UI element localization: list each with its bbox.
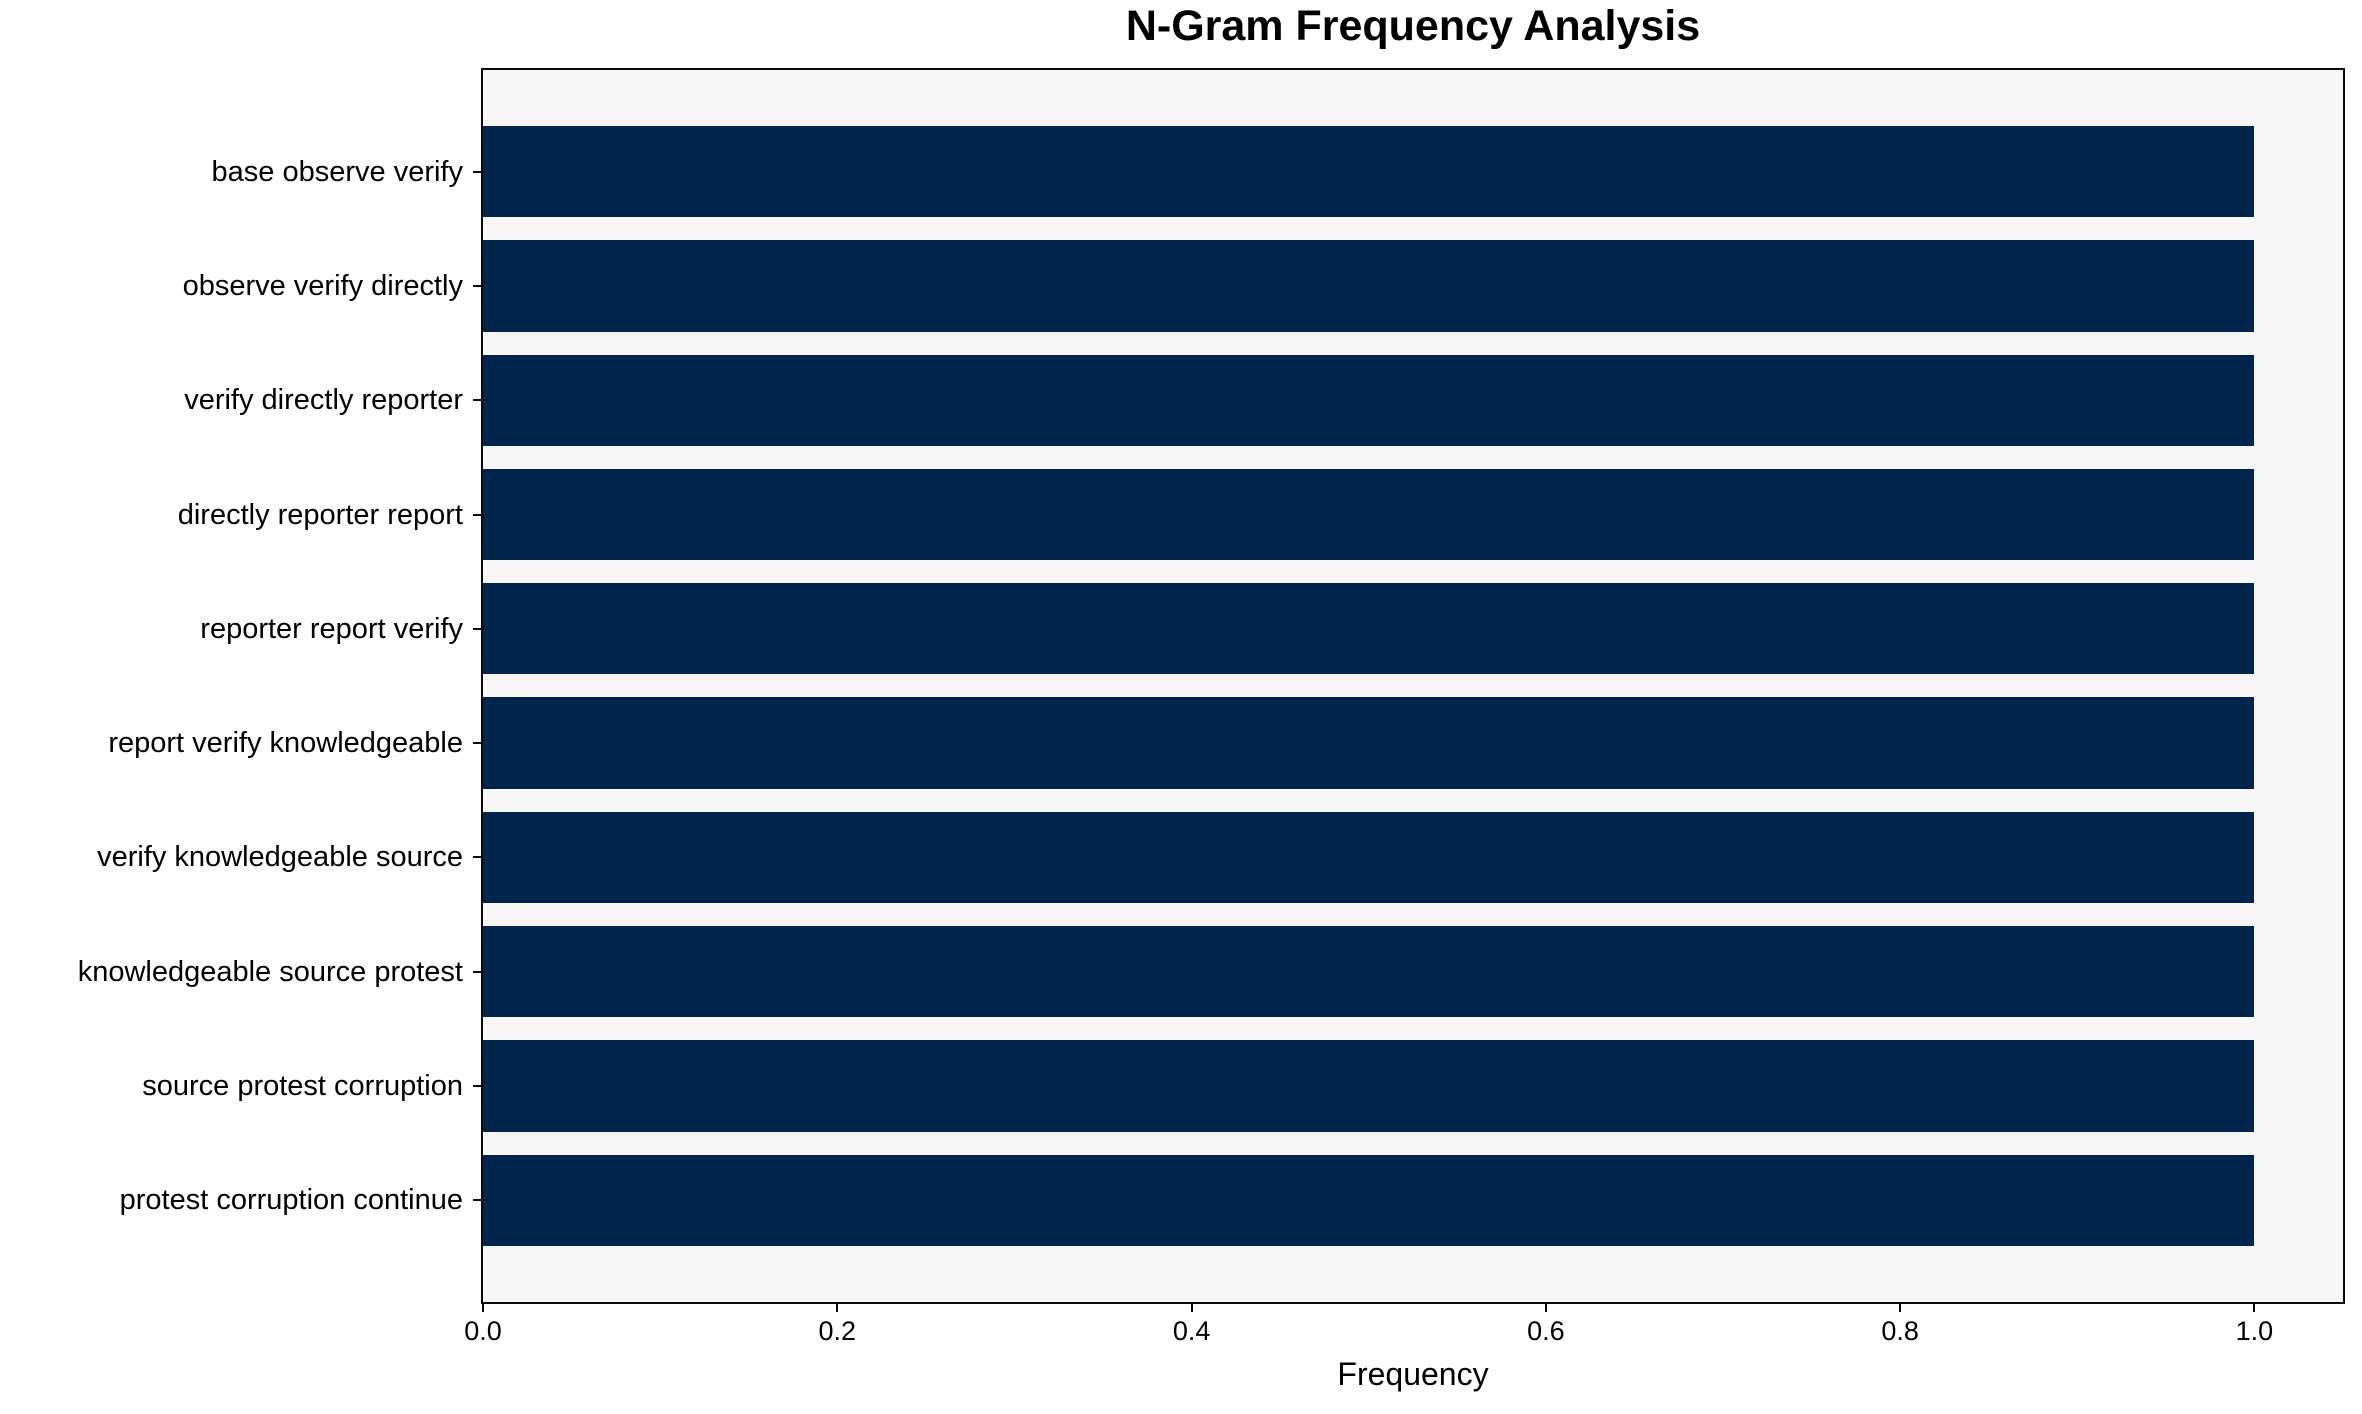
y-tick <box>473 1199 483 1202</box>
bar <box>483 926 2255 1018</box>
plot-area <box>481 68 2345 1304</box>
y-tick <box>473 856 483 859</box>
x-tick <box>482 1302 484 1312</box>
x-tick <box>1899 1302 1902 1312</box>
y-tick-label: directly reporter report <box>177 498 463 531</box>
y-tick <box>473 513 483 516</box>
bar <box>483 583 2255 675</box>
bar <box>483 1154 2255 1246</box>
y-tick-label: protest corruption continue <box>119 1184 463 1217</box>
y-tick <box>473 970 483 973</box>
y-tick-label: source protest corruption <box>142 1070 463 1102</box>
y-tick <box>473 627 483 630</box>
x-tick-label: 0.0 <box>464 1316 502 1346</box>
chart-title: N-Gram Frequency Analysis <box>1125 2 1701 50</box>
bar <box>483 1040 2255 1132</box>
x-axis-label: Frequency <box>1337 1356 1489 1392</box>
y-tick-label: reporter report verify <box>200 612 463 645</box>
y-tick <box>473 170 483 173</box>
y-tick-label: verify directly reporter <box>184 384 463 417</box>
x-tick-label: 0.2 <box>818 1316 857 1346</box>
x-tick <box>2253 1302 2256 1312</box>
y-tick <box>473 742 483 745</box>
y-tick-label: base observe verify <box>211 155 463 188</box>
x-tick <box>836 1302 839 1312</box>
y-tick-label: observe verify directly <box>182 270 463 302</box>
y-tick <box>473 399 483 402</box>
bar <box>483 354 2255 446</box>
x-tick-label: 0.8 <box>1881 1316 1919 1346</box>
bar <box>483 811 2255 904</box>
y-tick <box>473 1085 483 1087</box>
bar <box>483 126 2255 218</box>
y-tick-label: knowledgeable source protest <box>77 955 463 988</box>
bar <box>483 240 2255 332</box>
y-tick <box>473 285 483 287</box>
x-tick-label: 1.0 <box>2235 1316 2274 1346</box>
x-tick-label: 0.4 <box>1172 1316 1211 1346</box>
y-tick-label: verify knowledgeable source <box>97 841 463 874</box>
bar <box>483 468 2255 561</box>
x-tick <box>1190 1302 1193 1312</box>
x-tick-label: 0.6 <box>1527 1316 1565 1346</box>
x-tick <box>1544 1302 1547 1312</box>
bar <box>483 697 2255 789</box>
y-tick-label: report verify knowledgeable <box>108 727 463 760</box>
